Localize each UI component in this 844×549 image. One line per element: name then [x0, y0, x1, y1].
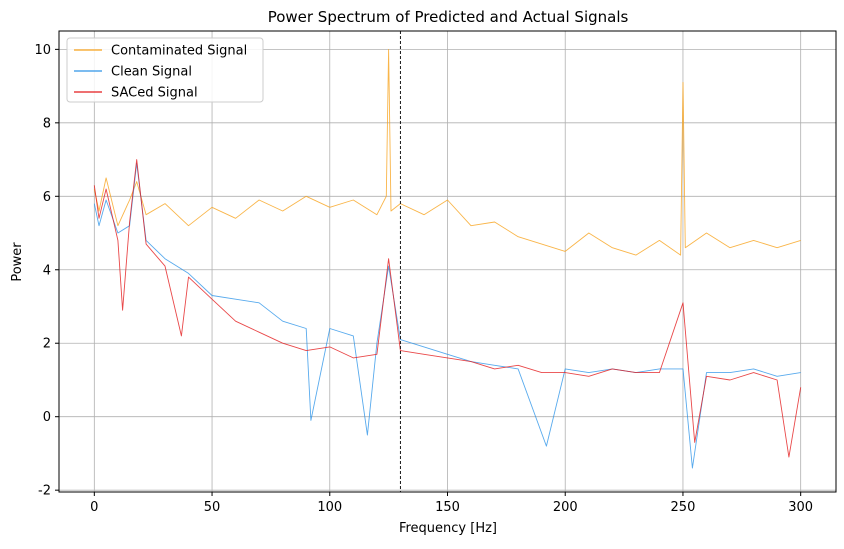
y-tick-label: 4: [43, 263, 51, 278]
y-axis-ticks: -2 0 2 4 6 8 10: [34, 43, 59, 499]
y-tick-label: -2: [38, 484, 51, 499]
chart-title: Power Spectrum of Predicted and Actual S…: [268, 8, 629, 26]
legend: Contaminated Signal Clean Signal SACed Sig…: [66, 37, 264, 103]
legend-label: SACed Signal: [111, 86, 198, 101]
x-axis-label: Frequency [Hz]: [399, 521, 497, 536]
y-tick-label: 10: [34, 43, 51, 58]
x-axis-ticks: 0 50 100 150 200 250 300: [90, 492, 813, 515]
legend-label: Contaminated Signal: [111, 44, 247, 59]
x-tick-label: 250: [671, 500, 696, 515]
series-line-1: [93, 48, 801, 256]
y-tick-label: 8: [43, 116, 51, 131]
x-tick-label: 200: [553, 500, 578, 515]
y-tick-label: 6: [43, 190, 51, 205]
x-tick-label: 100: [317, 500, 342, 515]
series-layer: [93, 48, 802, 469]
x-tick-label: 0: [90, 500, 98, 515]
legend-box: [66, 37, 264, 103]
y-tick-label: 2: [43, 337, 51, 352]
grid-lines: [59, 31, 836, 492]
x-tick-label: 300: [788, 500, 813, 515]
legend-label: Clean Signal: [111, 65, 192, 80]
y-axis-label: Power: [10, 242, 25, 282]
series-line-2: [93, 162, 801, 469]
series-line-3: [93, 159, 802, 458]
y-tick-label: 0: [43, 410, 51, 425]
x-tick-label: 50: [204, 500, 221, 515]
x-tick-label: 150: [435, 500, 460, 515]
